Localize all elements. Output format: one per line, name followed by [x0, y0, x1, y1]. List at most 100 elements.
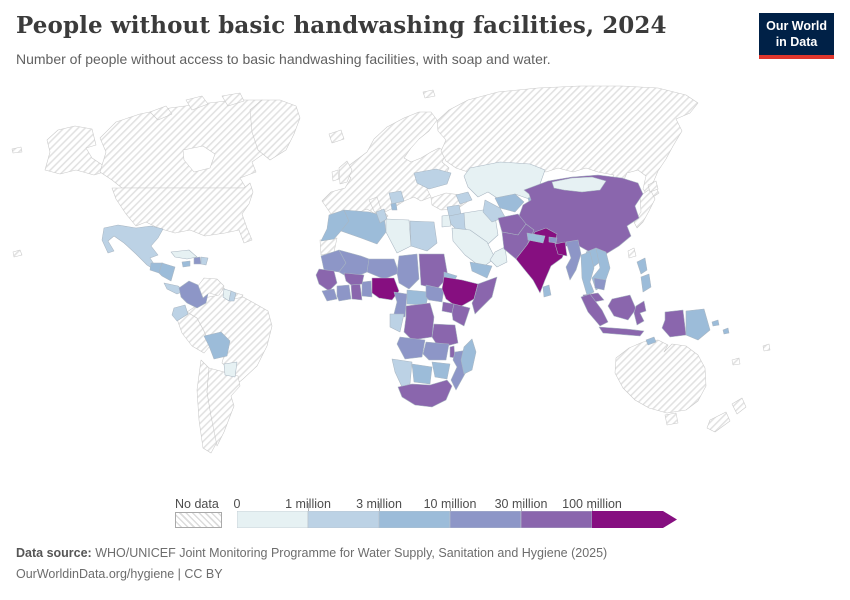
- country-somalia[interactable]: [471, 276, 498, 315]
- country-central-african-republic[interactable]: [406, 289, 430, 306]
- country-borneo[interactable]: [607, 294, 637, 321]
- country-sri-lanka[interactable]: [542, 284, 552, 298]
- country-haiti[interactable]: [193, 256, 202, 265]
- country-yemen[interactable]: [469, 261, 493, 279]
- legend-bin-4[interactable]: [520, 511, 593, 528]
- country-mongolia[interactable]: [551, 176, 607, 193]
- country-fiji[interactable]: [762, 343, 771, 352]
- country-madagascar[interactable]: [460, 338, 477, 375]
- legend-bin-3[interactable]: [449, 511, 522, 528]
- country-libya[interactable]: [385, 218, 412, 254]
- country-zimbabwe[interactable]: [431, 361, 451, 380]
- country-albania[interactable]: [390, 202, 398, 211]
- country-gabon-congo[interactable]: [389, 313, 405, 333]
- country-usa[interactable]: [111, 182, 254, 244]
- country-timor[interactable]: [645, 336, 657, 346]
- country-tasmania[interactable]: [664, 412, 679, 426]
- country-philippines-north[interactable]: [636, 257, 648, 275]
- country-senegal-guinea[interactable]: [315, 268, 338, 292]
- country-cuba[interactable]: [170, 249, 198, 260]
- legend-bin-1[interactable]: [307, 511, 380, 528]
- country-angola[interactable]: [396, 336, 426, 360]
- country-thailand[interactable]: [580, 251, 595, 296]
- country-myanmar[interactable]: [565, 239, 582, 281]
- country-taiwan[interactable]: [627, 247, 637, 259]
- country-jamaica[interactable]: [181, 260, 191, 268]
- country-sulawesi[interactable]: [633, 300, 647, 326]
- country-algeria[interactable]: [340, 209, 387, 245]
- country-ukraine[interactable]: [413, 168, 452, 190]
- country-chad[interactable]: [396, 253, 420, 290]
- country-solomon-islands-2[interactable]: [722, 327, 730, 335]
- country-bhutan[interactable]: [548, 236, 558, 244]
- country-sierra-leone-liberia[interactable]: [321, 288, 338, 302]
- country-dominican-republic[interactable]: [200, 256, 209, 266]
- country-cambodia[interactable]: [593, 277, 607, 291]
- country-sudan[interactable]: [418, 253, 449, 290]
- country-egypt[interactable]: [409, 220, 438, 252]
- country-south-africa[interactable]: [397, 379, 453, 408]
- country-alaska[interactable]: [44, 125, 111, 176]
- country-nepal[interactable]: [526, 232, 546, 244]
- country-south-sudan[interactable]: [425, 284, 445, 303]
- country-ireland[interactable]: [331, 169, 340, 182]
- country-ivory-coast[interactable]: [336, 284, 352, 302]
- country-solomon-islands-1[interactable]: [711, 319, 720, 327]
- country-kenya[interactable]: [451, 303, 471, 327]
- legend-bin-2[interactable]: [378, 511, 451, 528]
- country-zambia[interactable]: [422, 341, 450, 361]
- country-java[interactable]: [598, 326, 645, 337]
- country-arctic-islands-2[interactable]: [185, 95, 209, 111]
- country-svalbard[interactable]: [422, 89, 436, 99]
- country-caucasus[interactable]: [455, 191, 473, 205]
- country-balkans[interactable]: [388, 190, 405, 205]
- country-japan-hokkaido[interactable]: [647, 180, 659, 193]
- country-burkina-faso[interactable]: [343, 272, 365, 286]
- legend-bin-5-arrow[interactable]: [592, 511, 677, 528]
- country-sumatra[interactable]: [580, 293, 609, 327]
- country-new-caledonia[interactable]: [731, 357, 741, 366]
- country-hawaii[interactable]: [12, 249, 23, 258]
- country-ghana[interactable]: [350, 283, 363, 301]
- legend-no-data-swatch[interactable]: [175, 512, 222, 528]
- country-mexico[interactable]: [101, 224, 164, 273]
- country-honduras-nicaragua[interactable]: [158, 262, 176, 282]
- country-cameroon[interactable]: [393, 291, 408, 318]
- country-ecuador[interactable]: [171, 304, 189, 322]
- country-united-kingdom[interactable]: [338, 160, 353, 185]
- country-niger[interactable]: [366, 258, 400, 280]
- country-japan[interactable]: [633, 188, 656, 229]
- country-dr-congo[interactable]: [403, 302, 435, 341]
- country-bolivia[interactable]: [203, 331, 231, 360]
- country-australia[interactable]: [614, 339, 707, 414]
- legend-tick: [521, 503, 522, 512]
- country-philippines-south[interactable]: [640, 273, 652, 293]
- country-arctic-islands-1[interactable]: [149, 105, 173, 121]
- country-jordan[interactable]: [441, 214, 452, 228]
- country-colombia[interactable]: [178, 280, 209, 309]
- country-aleutians[interactable]: [11, 146, 23, 154]
- country-west-papua[interactable]: [661, 309, 687, 338]
- country-suriname[interactable]: [228, 290, 237, 302]
- country-togo-benin[interactable]: [361, 280, 373, 298]
- country-greenland[interactable]: [249, 99, 301, 161]
- country-new-zealand-south[interactable]: [706, 411, 731, 433]
- owid-logo[interactable]: Our World in Data: [759, 13, 834, 59]
- region-europe[interactable]: [321, 111, 450, 216]
- country-papua-new-guinea[interactable]: [685, 308, 711, 341]
- country-iceland[interactable]: [328, 129, 345, 144]
- country-morocco[interactable]: [320, 209, 350, 242]
- country-saudi-arabia[interactable]: [451, 227, 496, 269]
- country-namibia[interactable]: [391, 358, 413, 388]
- country-nigeria[interactable]: [371, 277, 400, 301]
- country-bangladesh[interactable]: [554, 241, 568, 257]
- country-new-zealand-north[interactable]: [731, 397, 747, 415]
- country-arctic-islands-3[interactable]: [221, 92, 245, 107]
- country-uzbekistan[interactable]: [494, 193, 525, 213]
- country-oman[interactable]: [489, 246, 508, 268]
- country-ethiopia[interactable]: [441, 276, 479, 309]
- license-line[interactable]: OurWorldinData.org/hygiene | CC BY: [16, 567, 223, 581]
- country-paraguay[interactable]: [223, 361, 238, 378]
- legend-bin-0[interactable]: [237, 511, 309, 528]
- country-botswana[interactable]: [411, 363, 433, 385]
